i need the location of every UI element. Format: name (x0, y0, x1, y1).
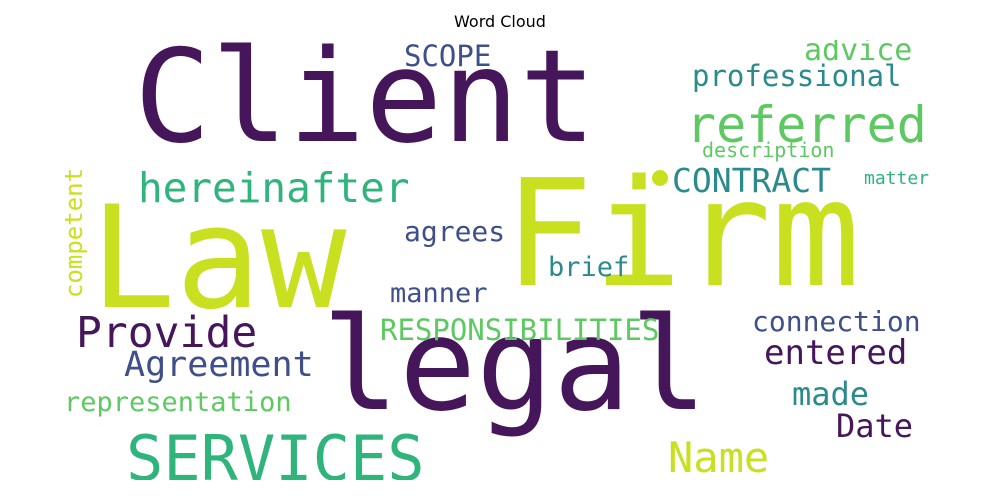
word-manner: manner (390, 278, 488, 309)
word-client: Client (134, 40, 597, 172)
word-contract: CONTRACT (672, 161, 831, 200)
word-representation: representation (64, 387, 292, 418)
word-date: Date (836, 407, 914, 445)
word-connection: connection (752, 305, 921, 338)
word-description: description (702, 138, 835, 162)
word-name: Name (668, 433, 770, 480)
word-advice: advice (804, 40, 913, 68)
word-referred: referred (686, 96, 927, 154)
word-legal: legal (322, 291, 708, 440)
word-agrees: agrees (404, 215, 506, 248)
word-services: SERVICES (126, 422, 425, 481)
dot-mark (652, 170, 668, 186)
word-brief: brief (548, 252, 630, 283)
chart-title: Word Cloud (454, 12, 546, 31)
word-made: made (792, 375, 870, 413)
word-scope: SCOPE (404, 40, 492, 73)
word-agreement: Agreement (124, 345, 314, 385)
word-firm: Firm (504, 148, 861, 320)
word-hereinafter: hereinafter (138, 164, 410, 212)
word-provide: Provide (76, 308, 258, 358)
word-law: Law (90, 176, 347, 341)
word-responsibilities: RESPONSIBILITIES (380, 313, 660, 347)
word-matter: matter (864, 168, 930, 189)
word-professional: professional (692, 59, 902, 93)
word-cloud: Client Law Firm legal SERVICES referred … (60, 40, 940, 480)
word-entered: entered (764, 333, 908, 373)
word-competent: competent (60, 167, 88, 298)
